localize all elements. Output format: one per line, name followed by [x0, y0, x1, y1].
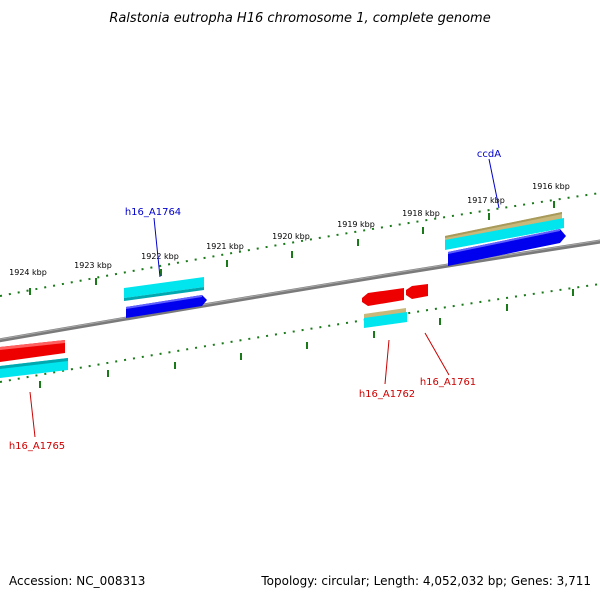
feature-bar-shade	[0, 358, 68, 369]
cds-arrow-reverse-highlight	[0, 340, 65, 350]
accession-text: Accession: NC_008313	[9, 574, 145, 588]
scale-inner-arc	[0, 283, 600, 383]
cds-arrow-reverse	[362, 288, 404, 306]
feature-h16-A1765[interactable]	[0, 340, 68, 378]
tick-label-1924: 1924 kbp	[9, 268, 47, 277]
cds-arrow-reverse	[406, 284, 428, 299]
leader-h16-A1761	[424, 332, 450, 376]
tick-label-1919: 1919 kbp	[337, 220, 375, 229]
leader-h16-A1765	[29, 391, 36, 438]
leader-ccdA	[488, 158, 500, 209]
feature-h16-A1762[interactable]	[362, 288, 407, 328]
cds-arrow	[448, 229, 566, 266]
tick-label-1918: 1918 kbp	[402, 209, 440, 218]
feature-h16-A1761[interactable]	[406, 284, 428, 299]
cds-arrow-highlight	[126, 295, 202, 309]
feature-bar-alt-shade	[445, 212, 562, 238]
gene-label-h16-A1764[interactable]: h16_A1764	[125, 207, 181, 218]
map-title: Ralstonia eutropha H16 chromosome 1, com…	[109, 11, 490, 26]
leader-lines	[29, 158, 500, 438]
gene-label-h16-A1765[interactable]: h16_A1765	[9, 441, 65, 452]
gene-label-h16-A1761[interactable]: h16_A1761	[420, 377, 476, 388]
leader-h16-A1764	[153, 217, 161, 278]
tick-label-1917: 1917 kbp	[467, 196, 505, 205]
feature-bar-shade	[124, 287, 204, 301]
tick-label-1923: 1923 kbp	[74, 261, 112, 270]
feature-ccdA[interactable]	[445, 212, 566, 266]
inner-major-ticks	[39, 289, 574, 388]
leader-h16-A1762	[384, 339, 390, 385]
tick-label-1921: 1921 kbp	[206, 242, 244, 251]
scale-outer-arc	[0, 192, 600, 297]
tick-label-1916: 1916 kbp	[532, 182, 570, 191]
chromosome-backbone-highlight	[0, 240, 600, 340]
feature-bar	[445, 218, 564, 250]
chromosome-backbone	[0, 239, 600, 343]
feature-bar	[124, 277, 204, 298]
outer-major-ticks	[29, 201, 555, 295]
genome-summary-text: Topology: circular; Length: 4,052,032 bp…	[260, 574, 591, 588]
feature-bar	[364, 312, 407, 328]
feature-h16-A1764[interactable]	[124, 277, 207, 318]
tick-label-1920: 1920 kbp	[272, 232, 310, 241]
tick-label-1922: 1922 kbp	[141, 252, 179, 261]
gene-label-h16-A1762[interactable]: h16_A1762	[359, 389, 415, 400]
cds-arrow-highlight	[448, 229, 560, 254]
cds-arrow	[126, 295, 207, 318]
gene-label-ccdA[interactable]: ccdA	[477, 149, 501, 160]
